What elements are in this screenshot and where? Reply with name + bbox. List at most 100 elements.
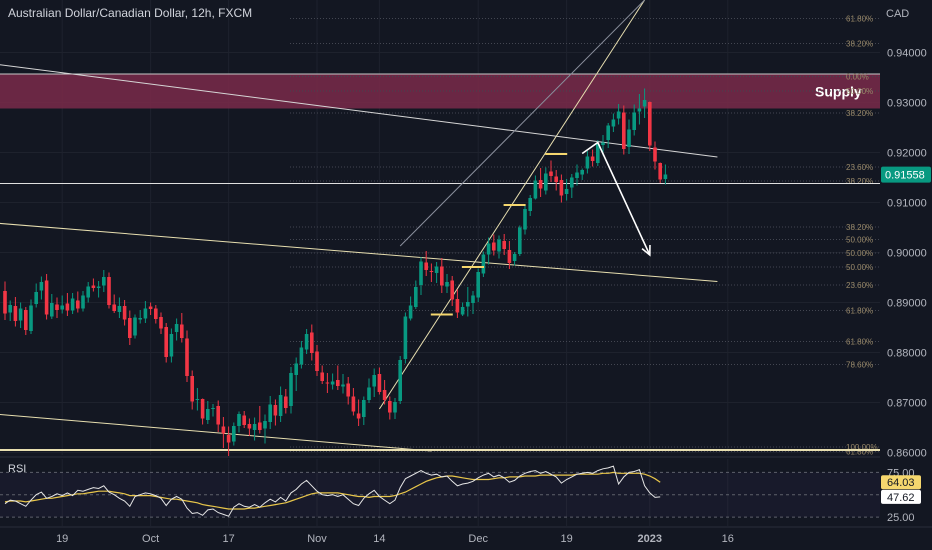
projection-arrow[interactable] [581, 141, 651, 257]
candle-body [55, 304, 59, 310]
rsi-pane[interactable] [0, 456, 880, 518]
fib-level-label: 38.20% [846, 223, 873, 232]
time-tick-label: 2023 [638, 533, 662, 545]
current-price-badge[interactable] [881, 166, 931, 183]
rsi-ma-value: 64.03 [887, 477, 915, 489]
candle-body [502, 241, 506, 249]
candle-body [148, 306, 153, 309]
candle-body [596, 144, 600, 163]
projection-arrow-line[interactable] [581, 141, 651, 256]
candle-body [70, 298, 75, 311]
time-tick-label: 17 [222, 533, 234, 545]
candle-body [60, 305, 64, 310]
candle-body [512, 254, 517, 261]
price-tick-label: 0.88000 [887, 348, 927, 360]
candle-body [294, 363, 298, 375]
price-tick-label: 0.90000 [887, 248, 927, 260]
candle-body [507, 250, 512, 263]
candle-body [252, 424, 257, 430]
candle-body [18, 308, 23, 321]
candle-body [351, 396, 356, 412]
fib-level-label: 100.00% [846, 443, 878, 452]
candle-body [174, 324, 179, 332]
candle-body [138, 318, 142, 320]
candle-body [382, 390, 387, 400]
candle-body [107, 277, 111, 305]
candle-body [50, 303, 54, 317]
candle-body [284, 396, 288, 408]
fib-level-label: 61.80% [846, 307, 873, 316]
fib-level-label: 38.20% [846, 177, 873, 186]
candle-body [408, 305, 413, 319]
time-tick-label: 19 [56, 533, 68, 545]
candle-body [325, 382, 330, 384]
fib-level-label: 23.60% [846, 163, 873, 172]
time-tick-label: 16 [722, 533, 734, 545]
fib-level-label: 61.80% [846, 338, 873, 347]
candle-body [299, 347, 304, 365]
candle-body [164, 327, 168, 357]
candle-body [336, 380, 340, 386]
candle-body [486, 243, 491, 255]
candle-body [34, 292, 38, 304]
time-axis[interactable]: 19 Oct 17 Nov 14 Dec 19 2023 16 [0, 526, 932, 545]
price-tick-label: 0.94000 [887, 48, 927, 60]
candle-body [564, 189, 569, 194]
trendline-upper-descending[interactable] [0, 64, 718, 158]
candle-body [367, 387, 371, 400]
time-tick-label: Dec [468, 533, 488, 545]
time-tick-label: Oct [142, 533, 159, 545]
candle-body [476, 272, 480, 298]
rsi-ma-badge [881, 475, 921, 490]
trendline-channel-upper[interactable] [399, 0, 645, 247]
candles [3, 88, 668, 456]
candle-body [523, 209, 527, 230]
fib-level-label: 50.00% [846, 263, 873, 272]
candle-body [304, 334, 309, 350]
price-axis[interactable]: 0.94000 0.93000 0.92000 0.91000 0.90000 0.890… [881, 48, 931, 525]
trendline-mid-descending[interactable] [0, 222, 718, 282]
candle-body [346, 383, 350, 397]
candle-body [29, 305, 33, 331]
candle-body [310, 332, 314, 353]
candle-body [154, 308, 158, 319]
candle-body [226, 435, 231, 443]
candle-body [96, 286, 101, 288]
candle-body [190, 376, 194, 402]
candle-body [268, 404, 272, 422]
candle-body [471, 295, 475, 303]
candle-body [3, 291, 7, 314]
trendlines[interactable] [0, 0, 880, 452]
candle-body [518, 227, 522, 254]
support-markers [430, 153, 568, 316]
fib-level-label: 50.00% [846, 236, 873, 245]
candle-body [289, 373, 293, 406]
candle-body [180, 324, 184, 338]
fib-level-label: 61.80% [846, 15, 873, 24]
fib-level-label: 0.00% [846, 73, 869, 82]
candle-body [320, 372, 324, 381]
price-tick-label: 0.92000 [887, 148, 927, 160]
trendline-lower-descending[interactable] [0, 413, 432, 452]
candle-body [466, 302, 470, 307]
candle-body [76, 300, 80, 309]
fib-level-label: 38.20% [846, 40, 873, 49]
candle-body [414, 287, 418, 307]
candle-body [533, 180, 538, 199]
candle-body [273, 405, 278, 416]
candle-body [133, 317, 137, 336]
current-price-label: 0.91558 [885, 170, 925, 182]
candle-body [575, 172, 579, 178]
candle-body [648, 102, 652, 146]
candle-body [424, 262, 428, 270]
candle-body [388, 401, 392, 413]
fib-level-label: 23.60% [846, 281, 873, 290]
candle-body [206, 409, 210, 420]
candle-body [211, 408, 215, 409]
price-tick-label: 0.93000 [887, 98, 927, 110]
candle-body [419, 261, 423, 285]
rsi-value-badge [881, 489, 921, 504]
fib-level-label: 50.00% [846, 249, 873, 258]
candle-body [221, 426, 226, 434]
